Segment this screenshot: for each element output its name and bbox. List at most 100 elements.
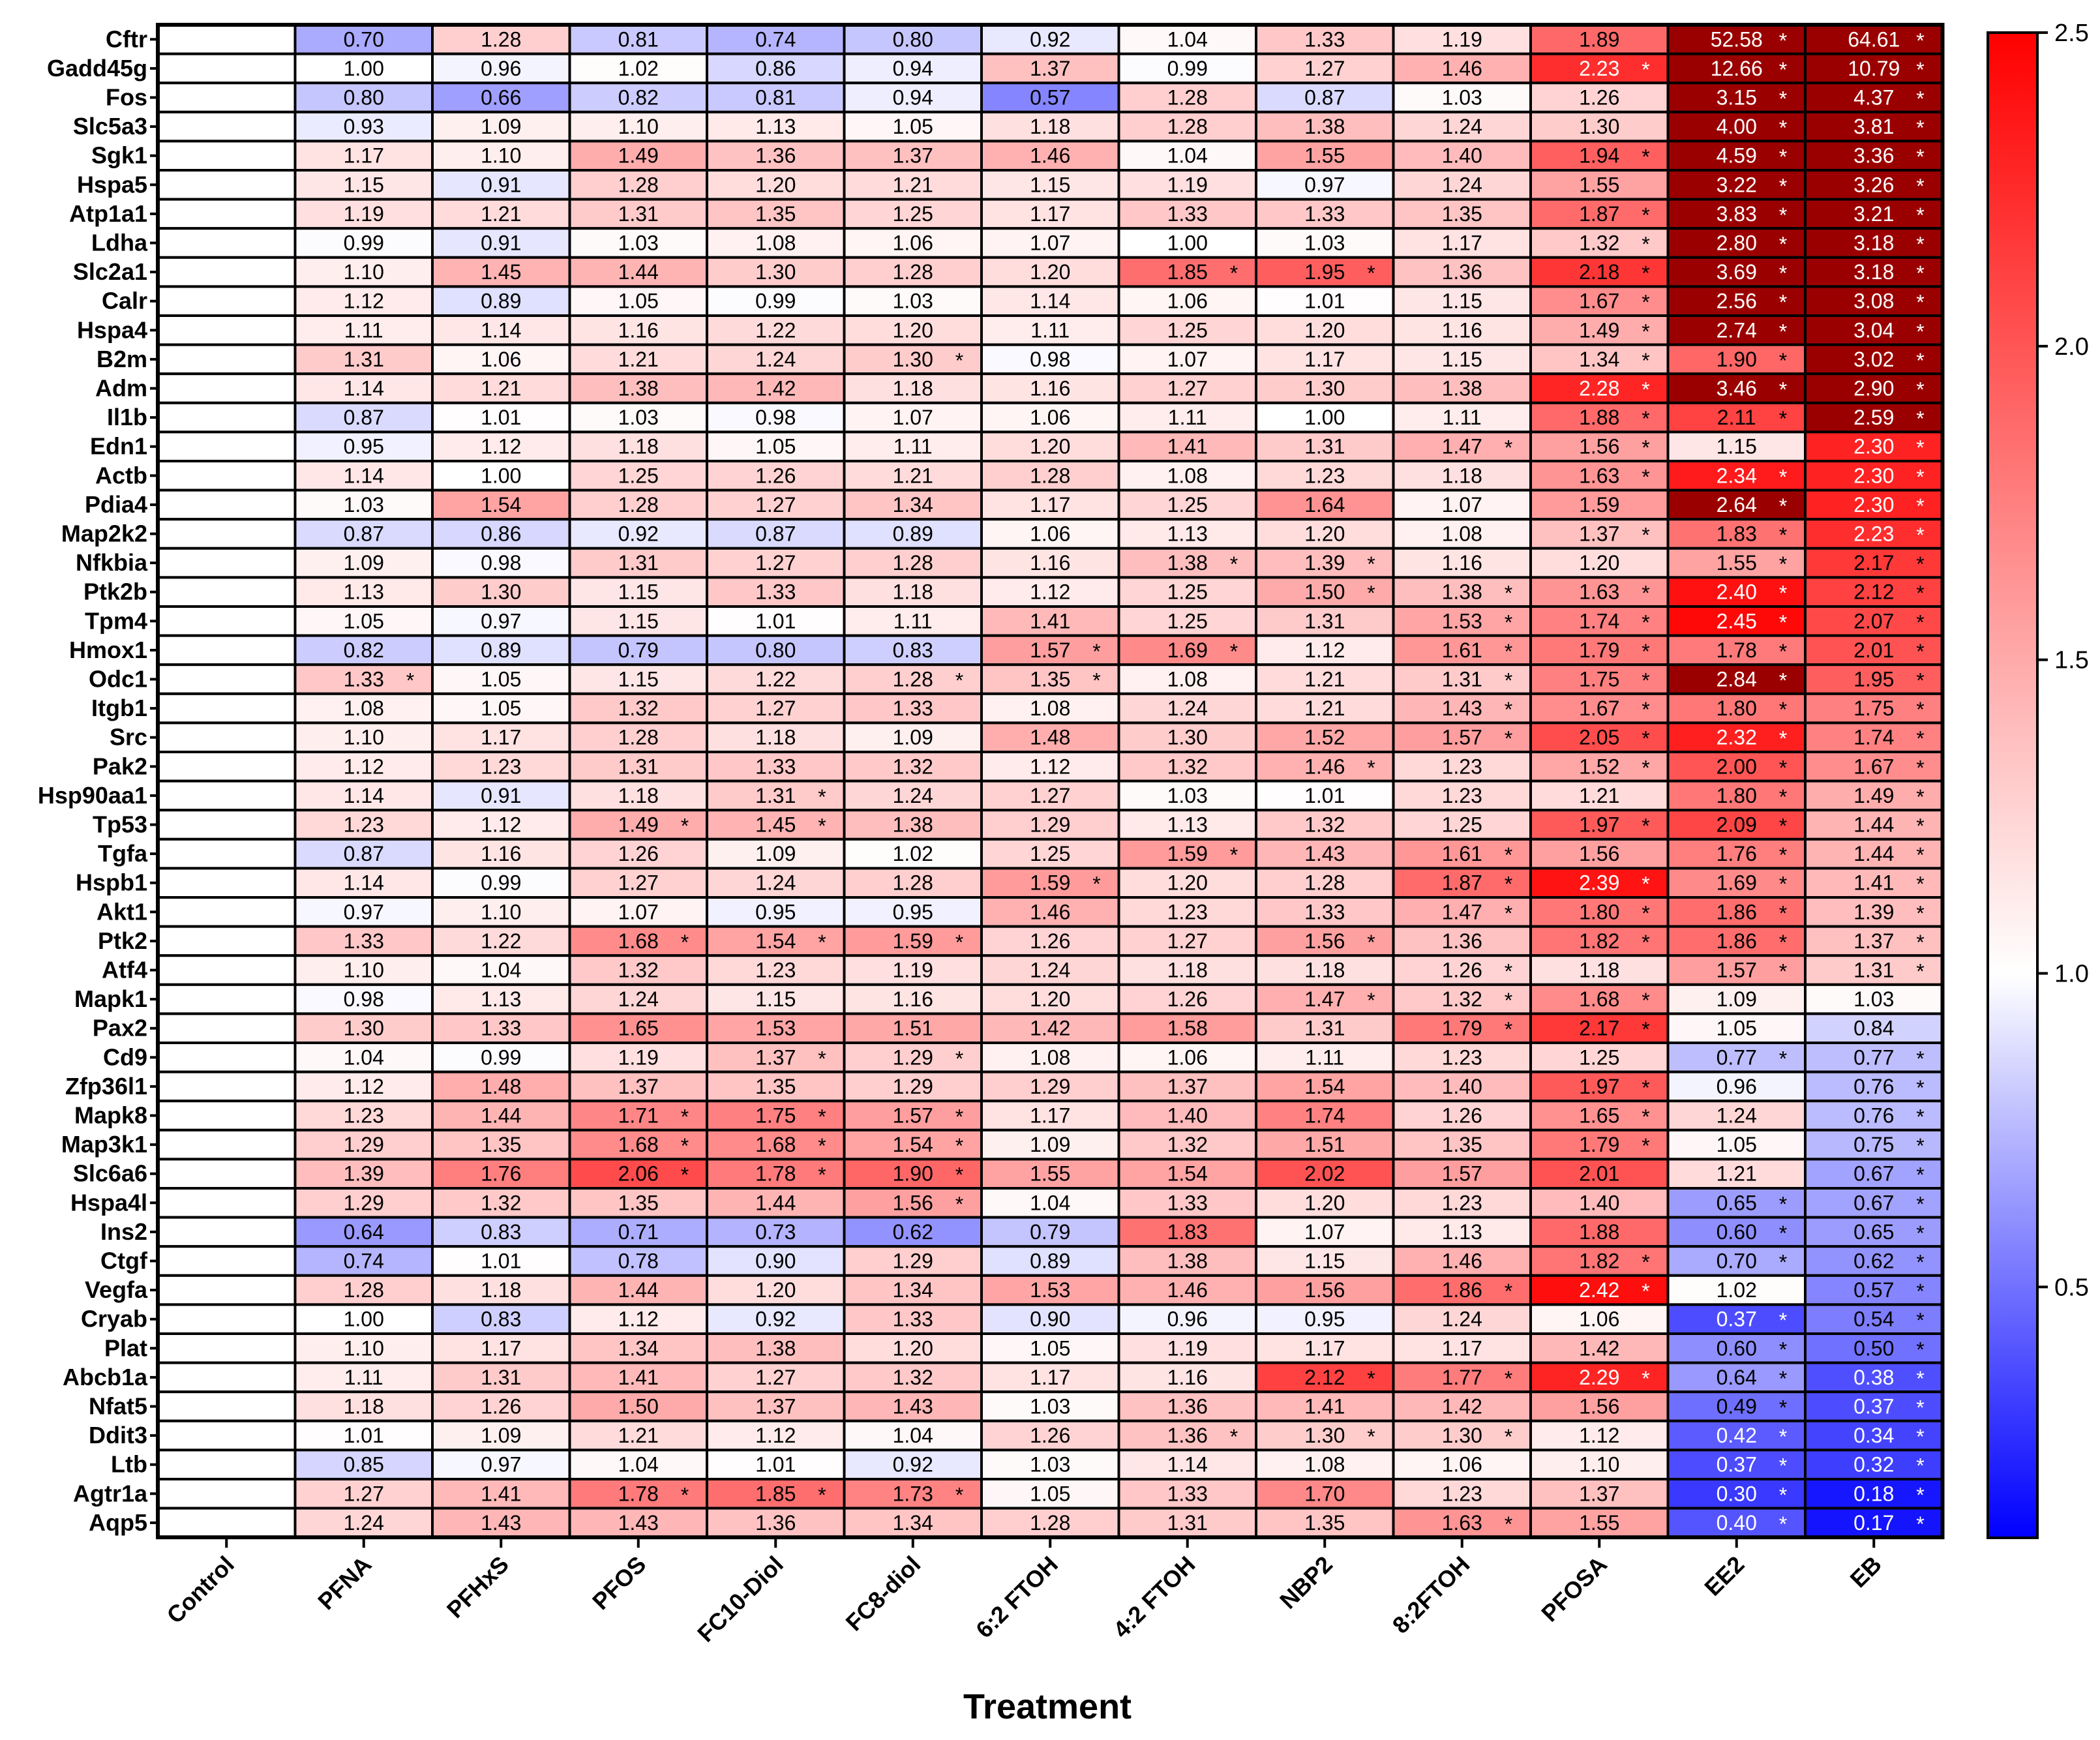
significance-marker: *	[1642, 1280, 1649, 1303]
cell-value-label: 1.95	[1853, 668, 1894, 691]
cell-value-label: 1.28	[1030, 464, 1070, 487]
cell-value-label: 1.40	[1442, 1075, 1482, 1098]
significance-marker: *	[1779, 552, 1787, 576]
heatmap-cell	[568, 547, 708, 579]
heatmap-cell	[1666, 52, 1807, 85]
significance-marker: *	[1367, 1367, 1375, 1390]
cell-value-label: 1.87	[1579, 202, 1619, 226]
cell-value-label: 2.84	[1717, 668, 1757, 691]
significance-marker: *	[818, 1047, 826, 1070]
row-label: Edn1	[90, 433, 147, 460]
significance-marker: *	[1779, 931, 1787, 954]
significance-marker: *	[1779, 1047, 1787, 1070]
cell-value-label: 0.96	[481, 57, 521, 80]
row-label: Hspb1	[76, 869, 147, 896]
cell-value-label: 1.25	[1167, 580, 1208, 604]
heatmap-cell	[706, 1070, 846, 1103]
cell-value-label: 1.20	[1030, 260, 1070, 284]
significance-marker: *	[1779, 378, 1787, 402]
heatmap-cell-control	[157, 1361, 297, 1394]
cell-value-label: 1.14	[1030, 290, 1070, 313]
heatmap-cell	[1804, 82, 1944, 113]
cell-value-label: 1.61	[1442, 638, 1482, 662]
heatmap-cell-control	[157, 1100, 297, 1132]
cell-value-label: 1.67	[1579, 290, 1619, 313]
cell-value-label: 1.11	[344, 318, 383, 342]
heatmap-cell	[1392, 634, 1532, 667]
cell-value-label: 1.00	[344, 57, 384, 80]
heatmap-cell	[1117, 256, 1257, 288]
cell-value-label: 1.85	[1167, 260, 1208, 284]
cell-value-label: 0.70	[1717, 1250, 1757, 1273]
cell-value-label: 1.43	[1442, 697, 1482, 720]
heatmap-cell	[1666, 1158, 1807, 1190]
cell-value-label: 1.33	[344, 929, 384, 953]
cell-value-label: 1.11	[1305, 1045, 1344, 1069]
significance-marker: *	[1642, 407, 1649, 430]
cell-value-label: 1.32	[1167, 1133, 1208, 1156]
significance-marker: *	[1642, 349, 1649, 372]
cell-value-label: 1.78	[755, 1162, 796, 1186]
heatmap-cell	[1255, 169, 1395, 201]
heatmap-cell	[1392, 169, 1532, 201]
cell-value-label: 1.15	[1304, 1250, 1345, 1273]
significance-marker: *	[1642, 291, 1649, 314]
significance-marker: *	[1916, 349, 1924, 372]
cell-value-label: 1.48	[481, 1075, 521, 1098]
significance-marker: *	[1367, 756, 1375, 779]
cell-value-label: 1.03	[344, 493, 384, 517]
significance-marker: *	[1505, 1367, 1512, 1390]
heatmap-cell	[568, 1128, 708, 1161]
significance-marker: *	[955, 1047, 963, 1070]
heatmap-cell	[843, 372, 983, 404]
cell-value-label: 1.20	[1030, 987, 1070, 1011]
cell-value-label: 1.30	[1304, 1424, 1345, 1447]
heatmap-cell	[980, 1187, 1120, 1219]
row-label: Actb	[95, 462, 147, 488]
heatmap-cell-control	[157, 198, 297, 230]
row-label: Map3k1	[61, 1131, 147, 1158]
significance-marker: *	[1916, 756, 1924, 779]
cell-value-label: 1.08	[1167, 668, 1208, 691]
cell-value-label: 1.38	[1167, 551, 1208, 575]
cell-value-label: 1.10	[618, 115, 659, 138]
heatmap-cell	[980, 925, 1120, 957]
significance-marker: *	[1779, 465, 1787, 488]
significance-marker: *	[1779, 873, 1787, 896]
significance-marker: *	[1505, 582, 1512, 605]
cell-value-label: 1.25	[1167, 493, 1208, 517]
heatmap-cell	[706, 52, 846, 85]
cell-value-label: 1.86	[1442, 1278, 1482, 1302]
cell-value-label: 3.46	[1717, 377, 1757, 400]
cell-value-label: 1.49	[1579, 318, 1619, 342]
heatmap-cell-control	[157, 1216, 297, 1248]
cell-value-label: 1.18	[1030, 115, 1070, 138]
significance-marker: *	[1779, 233, 1787, 256]
cell-value-label: 1.20	[893, 318, 933, 342]
heatmap-cell	[1529, 983, 1670, 1015]
significance-marker: *	[1779, 494, 1787, 518]
significance-marker: *	[1779, 349, 1787, 372]
cell-value-label: 1.67	[1853, 755, 1894, 778]
cell-value-label: 1.75	[1853, 697, 1894, 720]
cell-value-label: 0.76	[1853, 1075, 1894, 1098]
significance-marker: *	[1779, 1192, 1787, 1216]
cell-value-label: 2.29	[1579, 1366, 1619, 1389]
heatmap-cell	[706, 1274, 846, 1306]
heatmap-cell-control	[157, 1187, 297, 1219]
cell-value-label: 0.86	[481, 522, 521, 546]
cell-value-label: 1.33	[893, 1308, 933, 1331]
cell-value-label: 1.21	[618, 1424, 659, 1447]
heatmap-cell	[568, 140, 708, 172]
cell-value-label: 1.38	[755, 1336, 796, 1360]
row-label: Ddit3	[89, 1422, 147, 1448]
significance-marker: *	[1916, 233, 1924, 256]
cell-value-label: 1.12	[344, 755, 384, 778]
significance-marker: *	[1779, 145, 1787, 169]
cell-value-label: 0.95	[1304, 1308, 1345, 1331]
cell-value-label: 1.22	[481, 929, 521, 953]
cell-value-label: 3.81	[1853, 115, 1894, 138]
cell-value-label: 1.13	[481, 987, 521, 1011]
cell-value-label: 1.19	[1167, 1336, 1208, 1360]
heatmap-cell-control	[157, 1245, 297, 1277]
